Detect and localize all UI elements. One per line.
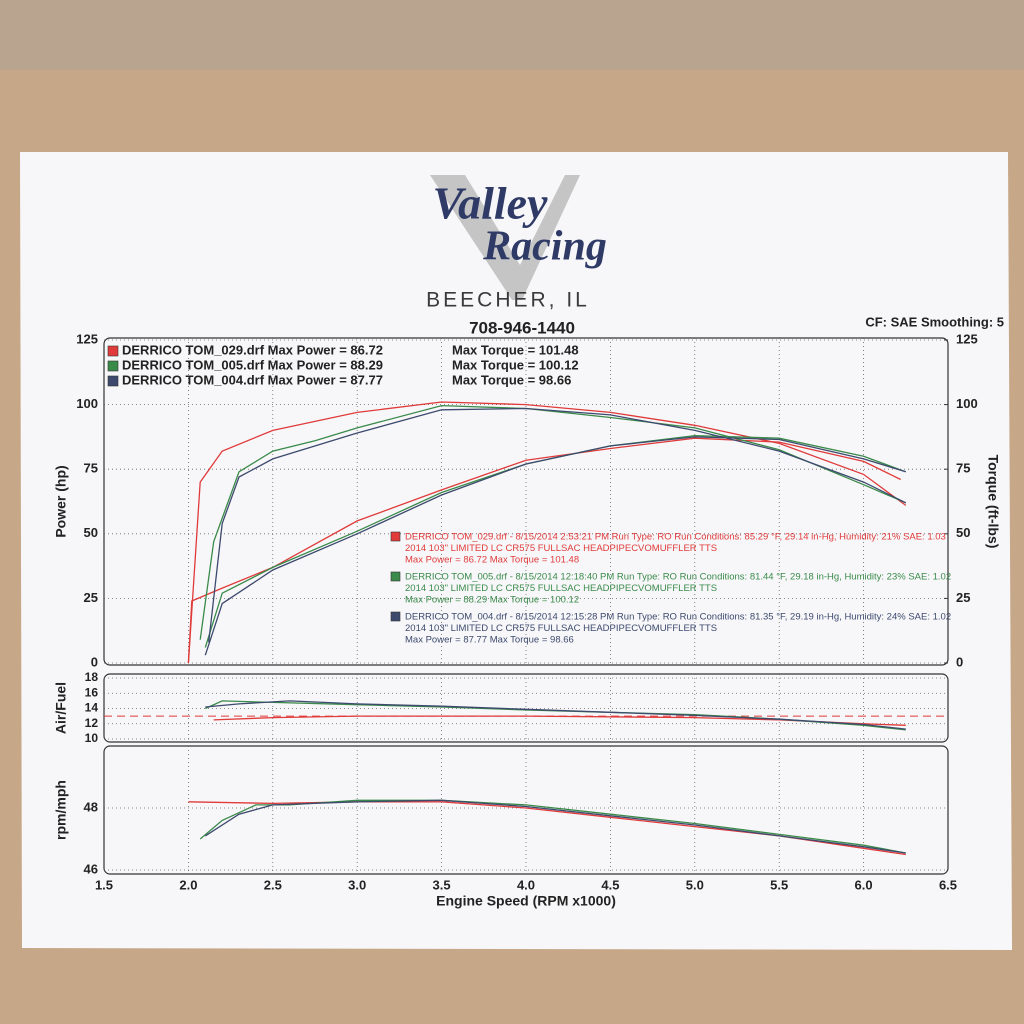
location: BEECHER, IL [426,289,590,312]
run-note: DERRICO TOM_005.drf - 8/15/2014 12:18:40… [405,572,951,583]
series-line [204,436,906,656]
x-tick-label: 1.5 [95,877,113,892]
series-line [199,404,907,640]
x-tick-label: 6.0 [855,877,873,892]
y-tick-label: 46 [84,861,98,876]
legend-label: Max Torque = 100.12 [452,357,579,372]
y2-tick-label: 100 [956,396,978,411]
phone: 708-946-1440 [469,318,575,337]
legend-label: DERRICO TOM_005.drf Max Power = 88.29 [122,357,383,372]
y-tick-label: 48 [84,799,98,814]
run-note: DERRICO TOM_029.drf - 8/15/2014 2:53:21 … [405,532,946,543]
legend-label: DERRICO TOM_004.drf Max Power = 87.77 [122,372,383,387]
run-note: Max Power = 86.72 Max Torque = 101.48 [405,555,579,566]
x-tick-label: 6.5 [939,877,957,892]
y2-tick-label: 75 [956,461,970,476]
x-tick-label: 5.5 [770,877,788,892]
logo-text: Valley [433,178,549,229]
x-axis-title: Engine Speed (RPM x1000) [436,893,616,909]
y2-tick-label: 0 [956,654,963,669]
logo-text: Racing [482,224,607,270]
x-tick-label: 2.0 [179,877,197,892]
legend-swatch [107,360,119,372]
x-tick-label: 3.5 [433,877,451,892]
y-tick-label: 12 [85,716,99,730]
logo-v [430,175,580,300]
y-tick-label: 18 [85,670,99,684]
y-tick-label: 14 [85,701,99,715]
y-tick-label: 16 [85,685,99,699]
y-tick-label: 100 [76,396,98,411]
series-line [187,401,907,664]
note-swatch [390,531,401,542]
x-tick-label: 3.0 [348,877,366,892]
y-axis-title: Power (hp) [53,465,69,537]
y2-tick-label: 25 [956,590,970,605]
y2-tick-label: 50 [956,525,970,540]
run-note: DERRICO TOM_004.drf - 8/15/2014 12:15:28… [405,612,951,623]
y-tick-label: 10 [85,731,99,745]
x-tick-label: 5.0 [686,877,704,892]
series-line [205,700,906,730]
legend-label: Max Torque = 98.66 [452,372,571,387]
run-note: Max Power = 87.77 Max Torque = 98.66 [405,635,574,646]
x-tick-label: 2.5 [264,877,282,892]
wall [0,0,1024,70]
x-tick-label: 4.5 [601,877,619,892]
y2-tick-label: 125 [956,331,978,346]
y-tick-label: 25 [84,590,98,605]
note-swatch [390,571,401,582]
legend-label: DERRICO TOM_029.drf Max Power = 86.72 [122,342,383,357]
note-swatch [390,611,401,622]
series-line [204,799,906,854]
y-axis-title: Air/Fuel [53,682,69,734]
series-line [199,799,906,854]
legend-label: Max Torque = 101.48 [452,342,579,357]
legend-swatch [107,375,119,387]
run-note: 2014 103" LIMITED LC CR575 FULLSAC HEADP… [405,583,717,594]
y-tick-label: 50 [84,525,98,540]
y-tick-label: 0 [91,654,98,669]
legend-swatch [107,345,119,357]
paper [20,152,1012,950]
x-tick-label: 4.0 [517,877,535,892]
run-note: 2014 103" LIMITED LC CR575 FULLSAC HEADP… [405,543,717,554]
series-line [187,437,901,664]
y-tick-label: 125 [76,331,98,346]
settings: CF: SAE Smoothing: 5 [865,314,1004,329]
run-note: Max Power = 88.29 Max Torque = 100.12 [405,595,579,606]
y-axis-title: rpm/mph [53,780,69,840]
run-note: 2014 103" LIMITED LC CR575 FULLSAC HEADP… [405,623,717,634]
y-tick-label: 75 [84,461,98,476]
series-line [208,407,907,643]
y2-axis-title: Torque (ft-lbs) [985,455,1001,549]
